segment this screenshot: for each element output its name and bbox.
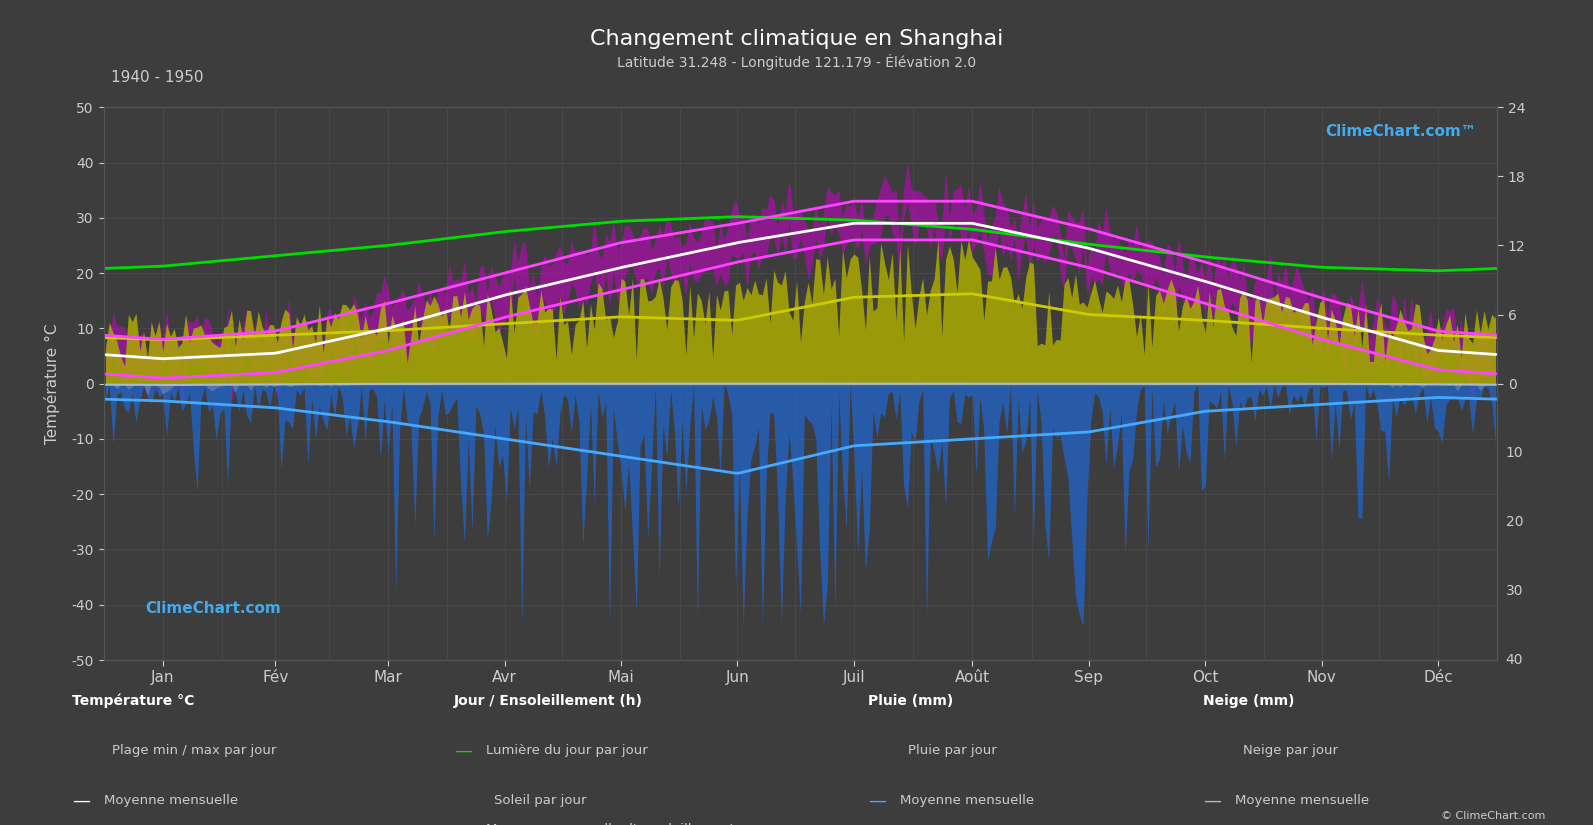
Text: Pluie par jour: Pluie par jour bbox=[908, 744, 997, 757]
Text: Jour / Ensoleillement (h): Jour / Ensoleillement (h) bbox=[454, 695, 644, 709]
Text: Neige (mm): Neige (mm) bbox=[1203, 695, 1294, 709]
Text: —: — bbox=[72, 791, 89, 809]
Text: Lumière du jour par jour: Lumière du jour par jour bbox=[486, 744, 648, 757]
Text: Soleil par jour: Soleil par jour bbox=[494, 794, 586, 807]
Text: —: — bbox=[1203, 791, 1220, 809]
Text: 40: 40 bbox=[1505, 653, 1523, 667]
Text: ClimeChart.com: ClimeChart.com bbox=[145, 601, 280, 615]
Text: Moyenne mensuelle d'ensoleillement: Moyenne mensuelle d'ensoleillement bbox=[486, 823, 734, 825]
Text: 10: 10 bbox=[1505, 446, 1523, 460]
Text: Latitude 31.248 - Longitude 121.179 - Élévation 2.0: Latitude 31.248 - Longitude 121.179 - Él… bbox=[616, 54, 977, 69]
Text: 20: 20 bbox=[1505, 515, 1523, 529]
Text: Moyenne mensuelle: Moyenne mensuelle bbox=[1235, 794, 1368, 807]
Text: 30: 30 bbox=[1505, 584, 1523, 598]
Text: Pluie (mm): Pluie (mm) bbox=[868, 695, 954, 709]
Text: Plage min / max par jour: Plage min / max par jour bbox=[112, 744, 276, 757]
Text: —: — bbox=[454, 742, 472, 760]
Text: 1940 - 1950: 1940 - 1950 bbox=[110, 70, 202, 85]
Text: Neige par jour: Neige par jour bbox=[1243, 744, 1338, 757]
Text: Moyenne mensuelle: Moyenne mensuelle bbox=[900, 794, 1034, 807]
Text: —: — bbox=[454, 820, 472, 825]
Text: ClimeChart.com™: ClimeChart.com™ bbox=[1325, 124, 1477, 139]
Y-axis label: Température °C: Température °C bbox=[45, 323, 61, 444]
Text: Moyenne mensuelle: Moyenne mensuelle bbox=[104, 794, 237, 807]
Text: Changement climatique en Shanghai: Changement climatique en Shanghai bbox=[589, 29, 1004, 49]
Text: © ClimeChart.com: © ClimeChart.com bbox=[1440, 811, 1545, 821]
Text: Température °C: Température °C bbox=[72, 694, 194, 709]
Text: —: — bbox=[868, 791, 886, 809]
